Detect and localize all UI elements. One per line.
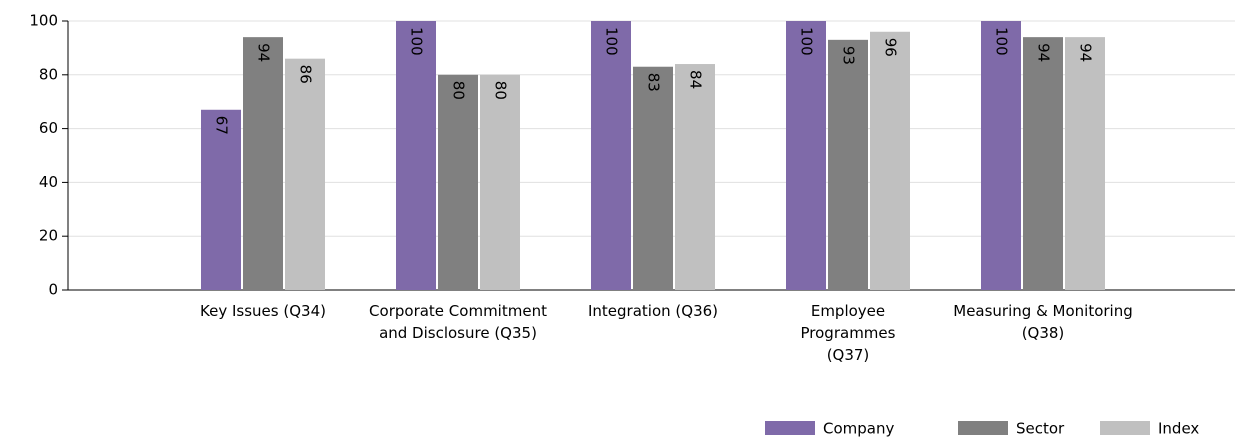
legend-swatch xyxy=(1100,421,1150,435)
x-tick-label: Integration (Q36) xyxy=(587,302,719,320)
y-tick-label: 100 xyxy=(29,12,58,30)
y-tick-label: 20 xyxy=(39,227,58,245)
bar xyxy=(1065,37,1105,290)
value-label: 94 xyxy=(255,43,273,62)
value-label: 100 xyxy=(603,27,621,56)
x-tick-label: Key Issues (Q34) xyxy=(200,302,326,320)
bar xyxy=(981,21,1021,290)
legend-swatch xyxy=(958,421,1008,435)
bar xyxy=(786,21,826,290)
legend-swatch xyxy=(765,421,815,435)
bar xyxy=(438,74,478,290)
value-label: 100 xyxy=(993,27,1011,56)
y-tick-label: 60 xyxy=(39,119,58,137)
legend-label: Sector xyxy=(1016,420,1065,438)
value-label: 86 xyxy=(297,65,315,84)
value-label: 67 xyxy=(213,116,231,135)
value-label: 100 xyxy=(408,27,426,56)
bar xyxy=(243,37,283,290)
value-label: 84 xyxy=(687,70,705,89)
x-tick-label: Measuring & Monitoring (Q38) xyxy=(953,302,1133,342)
value-label: 83 xyxy=(645,73,663,92)
bar xyxy=(396,21,436,290)
bar xyxy=(201,109,241,291)
bar xyxy=(480,74,520,290)
bar xyxy=(828,39,868,290)
bar xyxy=(870,31,910,290)
value-label: 94 xyxy=(1035,43,1053,62)
x-tick-label: Employee Programmes (Q37) xyxy=(800,302,896,364)
bar xyxy=(285,58,325,290)
bar xyxy=(1023,37,1063,290)
value-label: 80 xyxy=(450,81,468,100)
value-label: 80 xyxy=(492,81,510,100)
y-tick-label: 80 xyxy=(39,65,58,83)
y-tick-label: 0 xyxy=(48,281,58,299)
legend-label: Company xyxy=(823,420,894,438)
bar xyxy=(591,21,631,290)
value-label: 100 xyxy=(798,27,816,56)
bar xyxy=(633,66,673,290)
value-label: 93 xyxy=(840,46,858,65)
bar xyxy=(675,64,715,290)
x-tick-label: Corporate Commitment and Disclosure (Q35… xyxy=(369,302,547,342)
y-tick-label: 40 xyxy=(39,173,58,191)
legend-label: Index xyxy=(1158,420,1199,438)
value-label: 96 xyxy=(882,38,900,57)
value-label: 94 xyxy=(1077,43,1095,62)
